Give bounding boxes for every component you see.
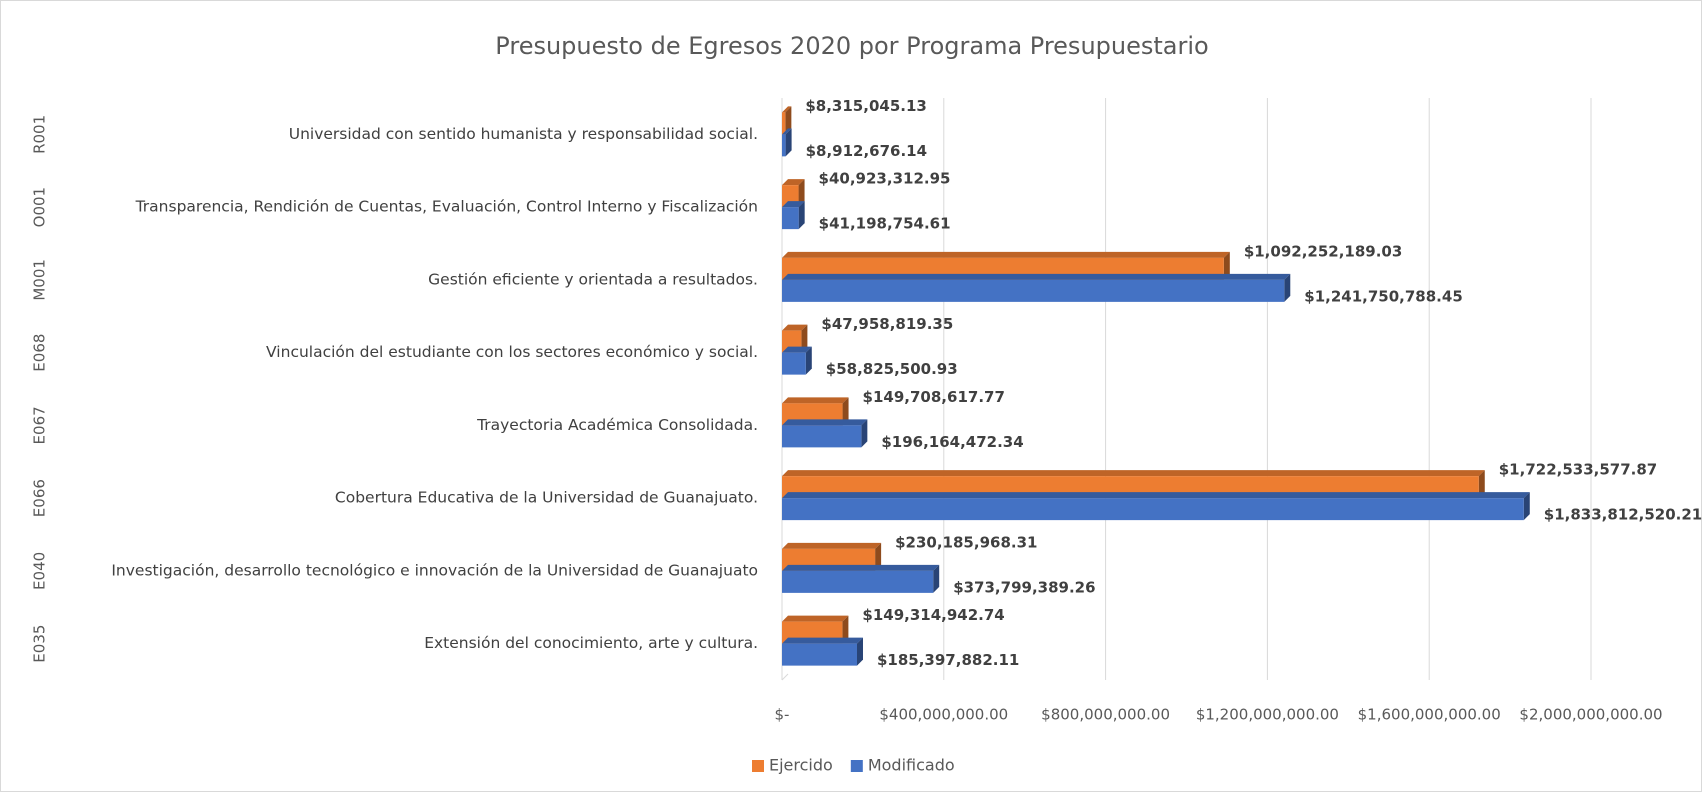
category-code: E067	[31, 406, 49, 444]
category-code: E068	[31, 334, 49, 372]
data-label: $373,799,389.26	[953, 578, 1095, 596]
bar	[782, 419, 868, 448]
bar-face	[782, 279, 1285, 302]
data-label: $8,912,676.14	[806, 142, 927, 160]
bar-top	[782, 201, 805, 208]
x-tick-label: $1,600,000,000.00	[1358, 706, 1501, 724]
legend-swatch	[850, 760, 863, 772]
bar	[782, 106, 792, 135]
data-label: $40,923,312.95	[819, 170, 951, 188]
category-code: E040	[31, 552, 49, 590]
category-code: O001	[31, 187, 49, 227]
bar	[782, 637, 863, 666]
bar-face	[782, 643, 857, 666]
data-label: $58,825,500.93	[826, 360, 958, 378]
data-label: $1,241,750,788.45	[1304, 287, 1462, 305]
bar-side	[1478, 470, 1485, 499]
bar-top	[782, 470, 1485, 477]
category-label: Cobertura Educativa de la Universidad de…	[335, 489, 758, 507]
bar-face	[782, 207, 799, 230]
data-label: $1,092,252,189.03	[1244, 242, 1402, 260]
bar-face	[782, 134, 786, 157]
bar-top	[782, 106, 792, 113]
bar-face	[782, 425, 862, 448]
bar-top	[782, 419, 868, 426]
bar-side	[1223, 251, 1230, 280]
data-label: $196,164,472.34	[881, 433, 1023, 451]
bar-side	[842, 397, 849, 426]
bar-face	[782, 112, 786, 135]
data-label: $149,708,617.77	[863, 388, 1005, 406]
category-code: M001	[31, 259, 49, 301]
floor	[781, 673, 789, 681]
bar-top	[782, 564, 940, 571]
x-tick-label: $-	[775, 706, 790, 724]
bar-top	[782, 346, 812, 353]
bar-top	[782, 637, 863, 644]
data-label: $230,185,968.31	[895, 533, 1037, 551]
bar-face	[782, 570, 934, 593]
x-tick-label: $800,000,000.00	[1041, 706, 1170, 724]
category-label: Transparencia, Rendición de Cuentas, Eva…	[135, 198, 758, 216]
category-code: E066	[31, 479, 49, 517]
bar-side	[801, 324, 808, 353]
bar-top	[782, 615, 849, 622]
legend-label: Ejercido	[769, 756, 833, 775]
category-label: Gestión eficiente y orientada a resultad…	[428, 270, 758, 288]
category-code: R001	[31, 115, 49, 154]
category-label: Extensión del conocimiento, arte y cultu…	[424, 634, 758, 652]
bar-top	[782, 273, 1291, 280]
data-label: $1,833,812,520.21	[1544, 506, 1702, 524]
bar	[782, 564, 940, 593]
bar-side	[798, 179, 805, 208]
bar-top	[782, 492, 1530, 499]
bar-side	[861, 419, 868, 448]
data-label: $185,397,882.11	[877, 651, 1019, 669]
data-label: $8,315,045.13	[805, 97, 926, 115]
bar-side	[805, 346, 812, 375]
x-tick-label: $2,000,000,000.00	[1519, 706, 1662, 724]
bar-side	[785, 128, 792, 157]
bar-side	[785, 106, 792, 135]
bar	[782, 201, 805, 230]
bar-top	[782, 542, 882, 549]
bar-side	[798, 201, 805, 230]
bar-side	[933, 564, 940, 593]
category-code: E035	[31, 625, 49, 663]
bar-side	[1523, 492, 1530, 521]
bar-top	[782, 397, 849, 404]
bar-side	[875, 542, 882, 571]
data-label: $149,314,942.74	[862, 606, 1004, 624]
bar-top	[782, 128, 792, 135]
category-label: Trayectoria Académica Consolidada.	[476, 416, 758, 434]
x-tick-label: $400,000,000.00	[879, 706, 1008, 724]
category-label: Investigación, desarrollo tecnológico e …	[111, 561, 758, 579]
category-label: Universidad con sentido humanista y resp…	[289, 125, 758, 143]
bar	[782, 492, 1530, 521]
legend-label: Modificado	[868, 756, 955, 775]
bar-face	[782, 498, 1524, 521]
data-label: $47,958,819.35	[821, 315, 953, 333]
data-label: $41,198,754.61	[819, 215, 951, 233]
bar-top	[782, 324, 808, 331]
legend-swatch	[752, 760, 764, 772]
data-label: $1,722,533,577.87	[1499, 461, 1657, 479]
chart-title: Presupuesto de Egresos 2020 por Programa…	[495, 32, 1208, 60]
bar-side	[842, 615, 849, 644]
bar-face	[782, 352, 806, 375]
x-tick-label: $1,200,000,000.00	[1196, 706, 1339, 724]
bar	[782, 346, 812, 375]
bar-side	[1284, 273, 1291, 302]
bar	[782, 273, 1291, 302]
bar-top	[782, 179, 805, 186]
category-label: Vinculación del estudiante con los secto…	[266, 343, 758, 361]
bar	[782, 128, 792, 157]
bar-top	[782, 251, 1230, 258]
bar-side	[856, 637, 863, 666]
